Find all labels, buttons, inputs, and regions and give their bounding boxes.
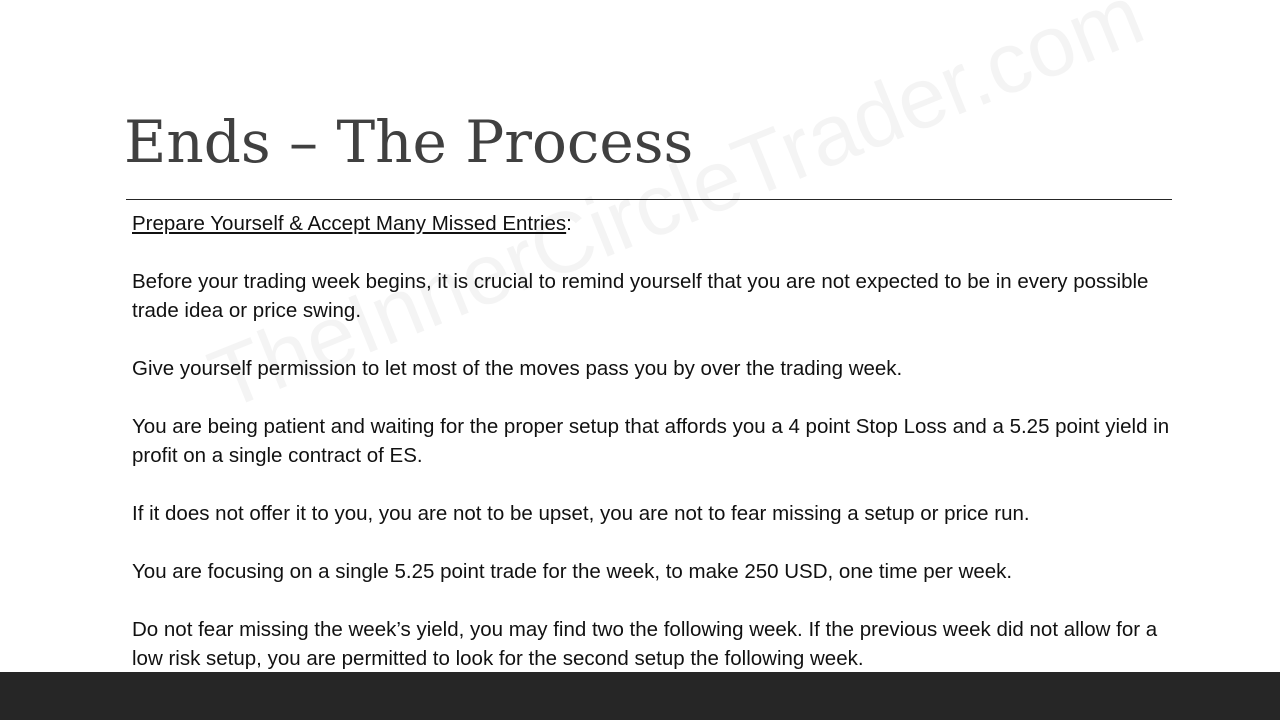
slide-title: Ends – The Process [124, 108, 694, 176]
paragraph-2: Give yourself permission to let most of … [132, 357, 903, 380]
section-heading: Prepare Yourself & Accept Many Missed En… [132, 209, 1182, 238]
paragraph-4: If it does not offer it to you, you are … [132, 502, 1030, 525]
paragraph-3: You are being patient and waiting for th… [132, 415, 1170, 467]
section-heading-text: Prepare Yourself & Accept Many Missed En… [132, 212, 567, 235]
title-divider [126, 199, 1172, 200]
slide-body: Prepare Yourself & Accept Many Missed En… [132, 209, 1182, 702]
paragraph-5: You are focusing on a single 5.25 point … [132, 560, 1013, 583]
footer-bar [0, 672, 1280, 720]
paragraph-6: Do not fear missing the week’s yield, yo… [132, 618, 1158, 670]
section-heading-colon: : [566, 212, 572, 235]
paragraph-1: Before your trading week begins, it is c… [132, 270, 1149, 322]
